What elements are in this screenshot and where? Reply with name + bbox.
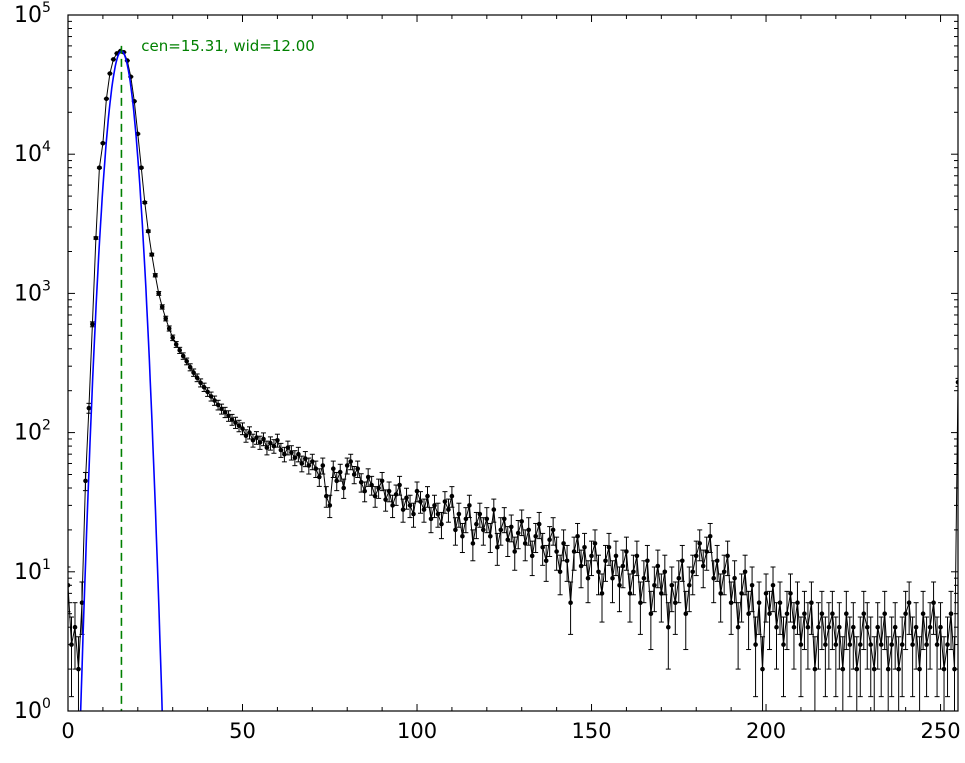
x-tick-label: 0 <box>61 719 74 743</box>
y-tick-label: 104 <box>14 139 51 167</box>
y-tick-label: 102 <box>14 418 51 446</box>
x-tick-label: 50 <box>229 719 256 743</box>
y-tick-label: 101 <box>14 557 51 585</box>
data-line <box>68 50 958 670</box>
data-layer <box>68 45 958 711</box>
x-tick-label: 100 <box>397 719 437 743</box>
x-tick-label: 200 <box>746 719 786 743</box>
x-tick-label: 250 <box>921 719 961 743</box>
y-tick-label: 103 <box>14 278 51 306</box>
axis-ticks <box>67 14 958 712</box>
axes-frame <box>67 14 959 712</box>
y-tick-label: 105 <box>14 0 51 28</box>
x-tick-label: 150 <box>571 719 611 743</box>
data-markers <box>68 48 958 672</box>
tick-labels: 0 50 100 150 200 250 100 101 102 103 104 105 <box>14 0 961 743</box>
y-tick-label: 100 <box>14 696 51 724</box>
fit-annotation: cen=15.31, wid=12.00 <box>141 37 314 55</box>
